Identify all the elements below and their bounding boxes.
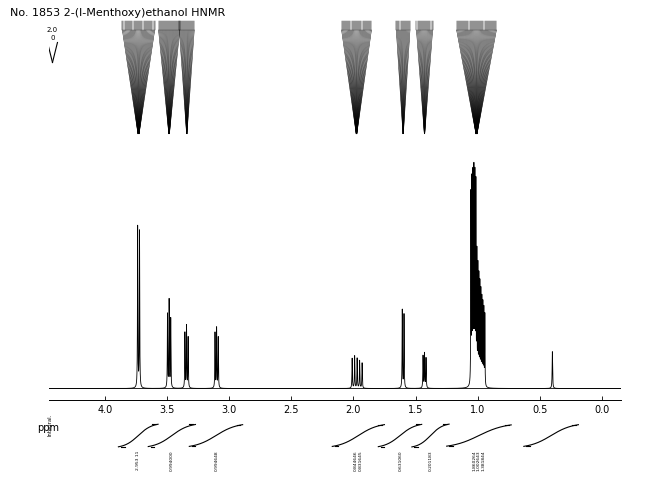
Text: Integral.: Integral. (47, 414, 53, 436)
Text: 1.860264
1.002643
1.381844: 1.860264 1.002643 1.381844 (473, 450, 486, 471)
Text: 2.0
0: 2.0 0 (47, 28, 58, 40)
Text: 0.994000: 0.994000 (170, 450, 174, 471)
Text: 0.844646
0.831645: 0.844646 0.831645 (354, 450, 363, 471)
Text: No. 1853 2-(l-Menthoxy)ethanol HNMR: No. 1853 2-(l-Menthoxy)ethanol HNMR (10, 8, 225, 18)
Text: 2.953 11: 2.953 11 (136, 450, 140, 470)
Text: 0.994648: 0.994648 (214, 450, 218, 471)
Text: 0.201183: 0.201183 (428, 450, 432, 471)
Text: ppm: ppm (37, 424, 59, 434)
Text: 0.631060: 0.631060 (398, 450, 402, 471)
